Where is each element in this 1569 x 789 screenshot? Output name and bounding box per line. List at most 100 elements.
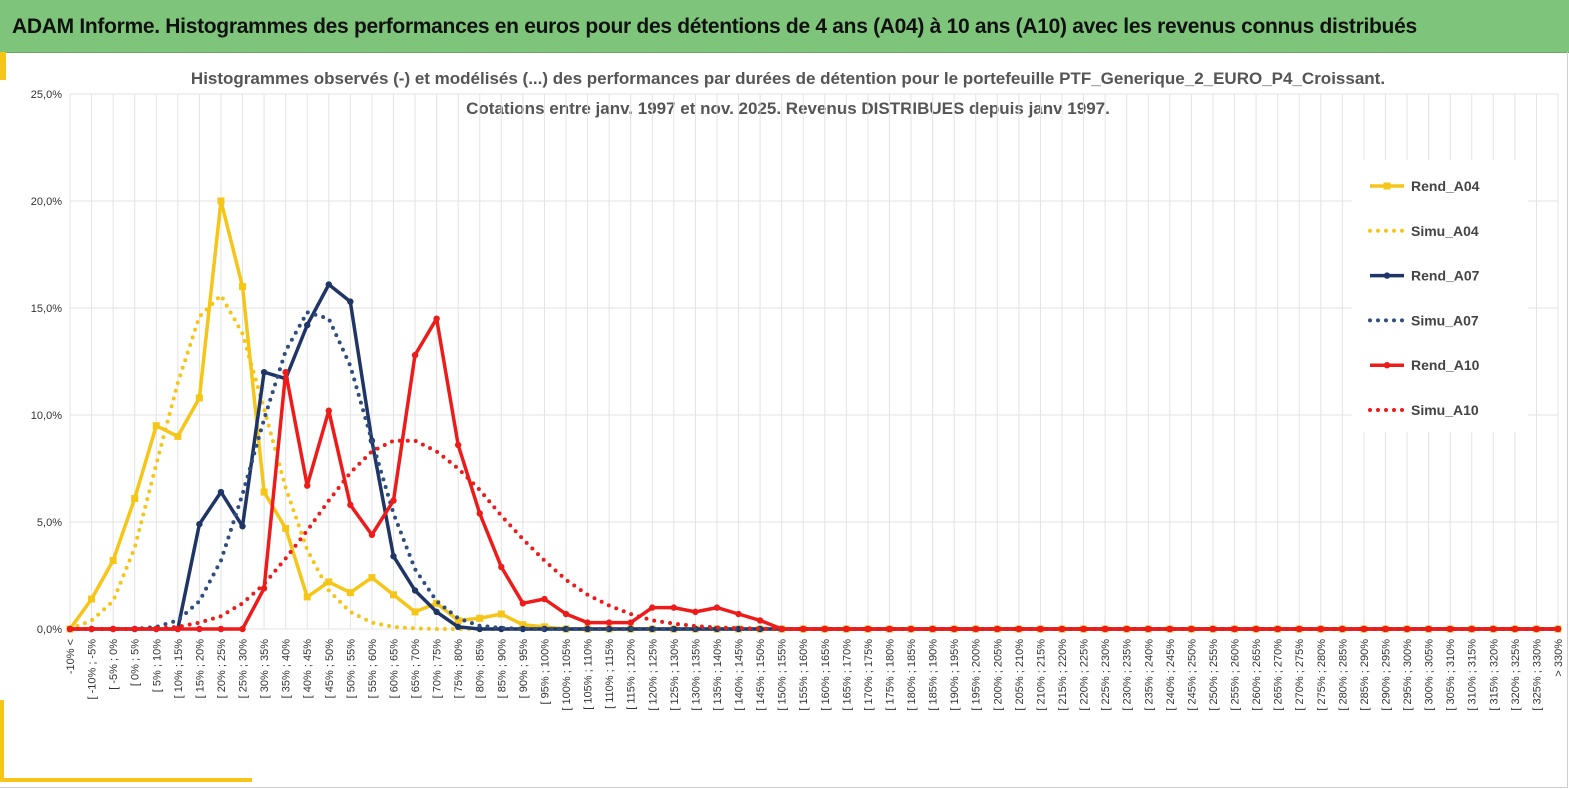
legend-label: Simu_A07 [1411, 312, 1479, 328]
x-tick-label: [ 325% ; 330% [1531, 639, 1543, 711]
legend-background [1352, 160, 1528, 432]
legend-label: Simu_A10 [1411, 402, 1479, 418]
data-point [627, 619, 634, 626]
data-point [713, 604, 721, 611]
data-point [1101, 625, 1109, 633]
data-point [1382, 625, 1389, 633]
data-point [174, 432, 182, 440]
x-tick-label: [ 320% ; 325% [1510, 639, 1522, 711]
y-tick-label: 15,0% [31, 303, 62, 315]
data-point [433, 315, 440, 322]
data-point [584, 625, 591, 633]
data-point [260, 369, 268, 376]
x-tick-label: [ 230% ; 235% [1122, 639, 1134, 711]
legend-marker [1383, 182, 1391, 190]
data-point [1166, 625, 1174, 633]
accent-bar-top [0, 52, 6, 80]
data-point [390, 497, 397, 504]
x-tick-label: [ 40% ; 45% [302, 639, 314, 699]
x-tick-label: [ 30% ; 35% [259, 639, 271, 699]
data-point [821, 625, 828, 633]
legend-item: Rend_A04 [1370, 178, 1480, 194]
y-tick-label: 20,0% [31, 196, 62, 208]
data-point [303, 593, 311, 601]
x-axis: -10% < [ -10% ; -5% [ -5% ; 0% [ 0% ; 5% [ 5… [65, 639, 1565, 711]
data-point [605, 619, 613, 626]
legend-item: Simu_A04 [1368, 223, 1479, 239]
data-point [670, 604, 678, 611]
data-point [498, 563, 505, 571]
accent-bar-left [0, 700, 4, 782]
x-tick-label: [ 130% ; 135% [690, 639, 702, 711]
x-tick-label: [ 265% ; 270% [1273, 639, 1285, 711]
data-point [411, 608, 419, 616]
x-tick-label: [ -10% ; -5% [87, 639, 99, 700]
chart-frame [0, 52, 1568, 788]
x-tick-label: [ 255% ; 260% [1230, 639, 1242, 711]
data-point [217, 197, 225, 205]
x-tick-label: [ 80% ; 85% [475, 639, 487, 699]
x-tick-label: [ 165% ; 170% [841, 639, 853, 711]
x-tick-label: [ 15% ; 20% [194, 639, 206, 699]
data-point [562, 610, 570, 618]
y-tick-label: 10,0% [31, 410, 62, 422]
data-point [304, 482, 311, 489]
legend-label: Rend_A10 [1411, 357, 1480, 373]
x-tick-label: [ 50% ; 55% [345, 639, 357, 699]
data-point [584, 619, 591, 626]
data-point [368, 531, 376, 539]
x-tick-label: [ 25% ; 30% [238, 639, 250, 699]
data-point [346, 589, 354, 597]
x-tick-label: [ 260% ; 265% [1251, 639, 1263, 711]
x-tick-label: [ 45% ; 50% [324, 639, 336, 699]
x-tick-label: [ 175% ; 180% [884, 639, 896, 711]
x-tick-label: [ 205% ; 210% [1014, 639, 1026, 711]
legend-item: Rend_A10 [1370, 357, 1480, 373]
series-simu-a04 [68, 293, 1560, 631]
grid [69, 93, 1559, 630]
data-point [411, 587, 419, 594]
x-tick-label: [ 245% ; 250% [1186, 639, 1198, 711]
legend-label: Simu_A04 [1411, 223, 1479, 239]
x-tick-label: [ 240% ; 245% [1165, 639, 1177, 711]
data-point [389, 591, 397, 599]
data-point [239, 283, 247, 291]
legend: Rend_A04 Simu_A04 Rend_A07 Simu_A07 Rend_A10… [1352, 160, 1528, 432]
data-point [390, 553, 397, 560]
x-tick-label: [ 285% ; 290% [1359, 639, 1371, 711]
data-point [260, 488, 268, 496]
data-point [347, 501, 354, 509]
data-point [454, 623, 462, 631]
data-point [1015, 625, 1023, 633]
x-tick-label: [ 95% ; 100% [539, 639, 551, 705]
accent-bar-bottom [0, 778, 252, 782]
series-line [68, 316, 1560, 631]
data-point [239, 523, 246, 530]
x-tick-label: [ 300% ; 305% [1424, 639, 1436, 711]
x-tick-label: [ 20% ; 25% [216, 639, 228, 699]
data-point [368, 574, 376, 582]
x-tick-label: > 330% [1553, 639, 1565, 677]
x-tick-label: [ 5% ; 10% [151, 639, 163, 692]
data-point [950, 625, 958, 633]
x-tick-label: [ 315% ; 320% [1488, 639, 1500, 711]
data-point [109, 557, 117, 565]
x-tick-label: [ 145% ; 150% [755, 639, 767, 711]
data-point [325, 407, 332, 414]
x-tick-label: [ 100% ; 105% [561, 639, 573, 711]
x-tick-label: [ 305% ; 310% [1445, 639, 1457, 711]
series-simu-a10 [68, 438, 1560, 631]
data-point [196, 520, 203, 528]
data-point [131, 494, 139, 502]
data-point [282, 369, 289, 376]
data-point [1231, 625, 1238, 633]
x-tick-label: [ 190% ; 195% [949, 639, 961, 711]
data-point [649, 625, 656, 633]
x-tick-label: [ 90% ; 95% [518, 639, 530, 699]
x-tick-label: [ 10% ; 15% [173, 639, 185, 699]
x-tick-label: [ 140% ; 145% [734, 639, 746, 711]
data-point [325, 578, 333, 586]
x-tick-label: [ 185% ; 190% [928, 639, 940, 711]
series-rend-a07 [66, 281, 1562, 633]
